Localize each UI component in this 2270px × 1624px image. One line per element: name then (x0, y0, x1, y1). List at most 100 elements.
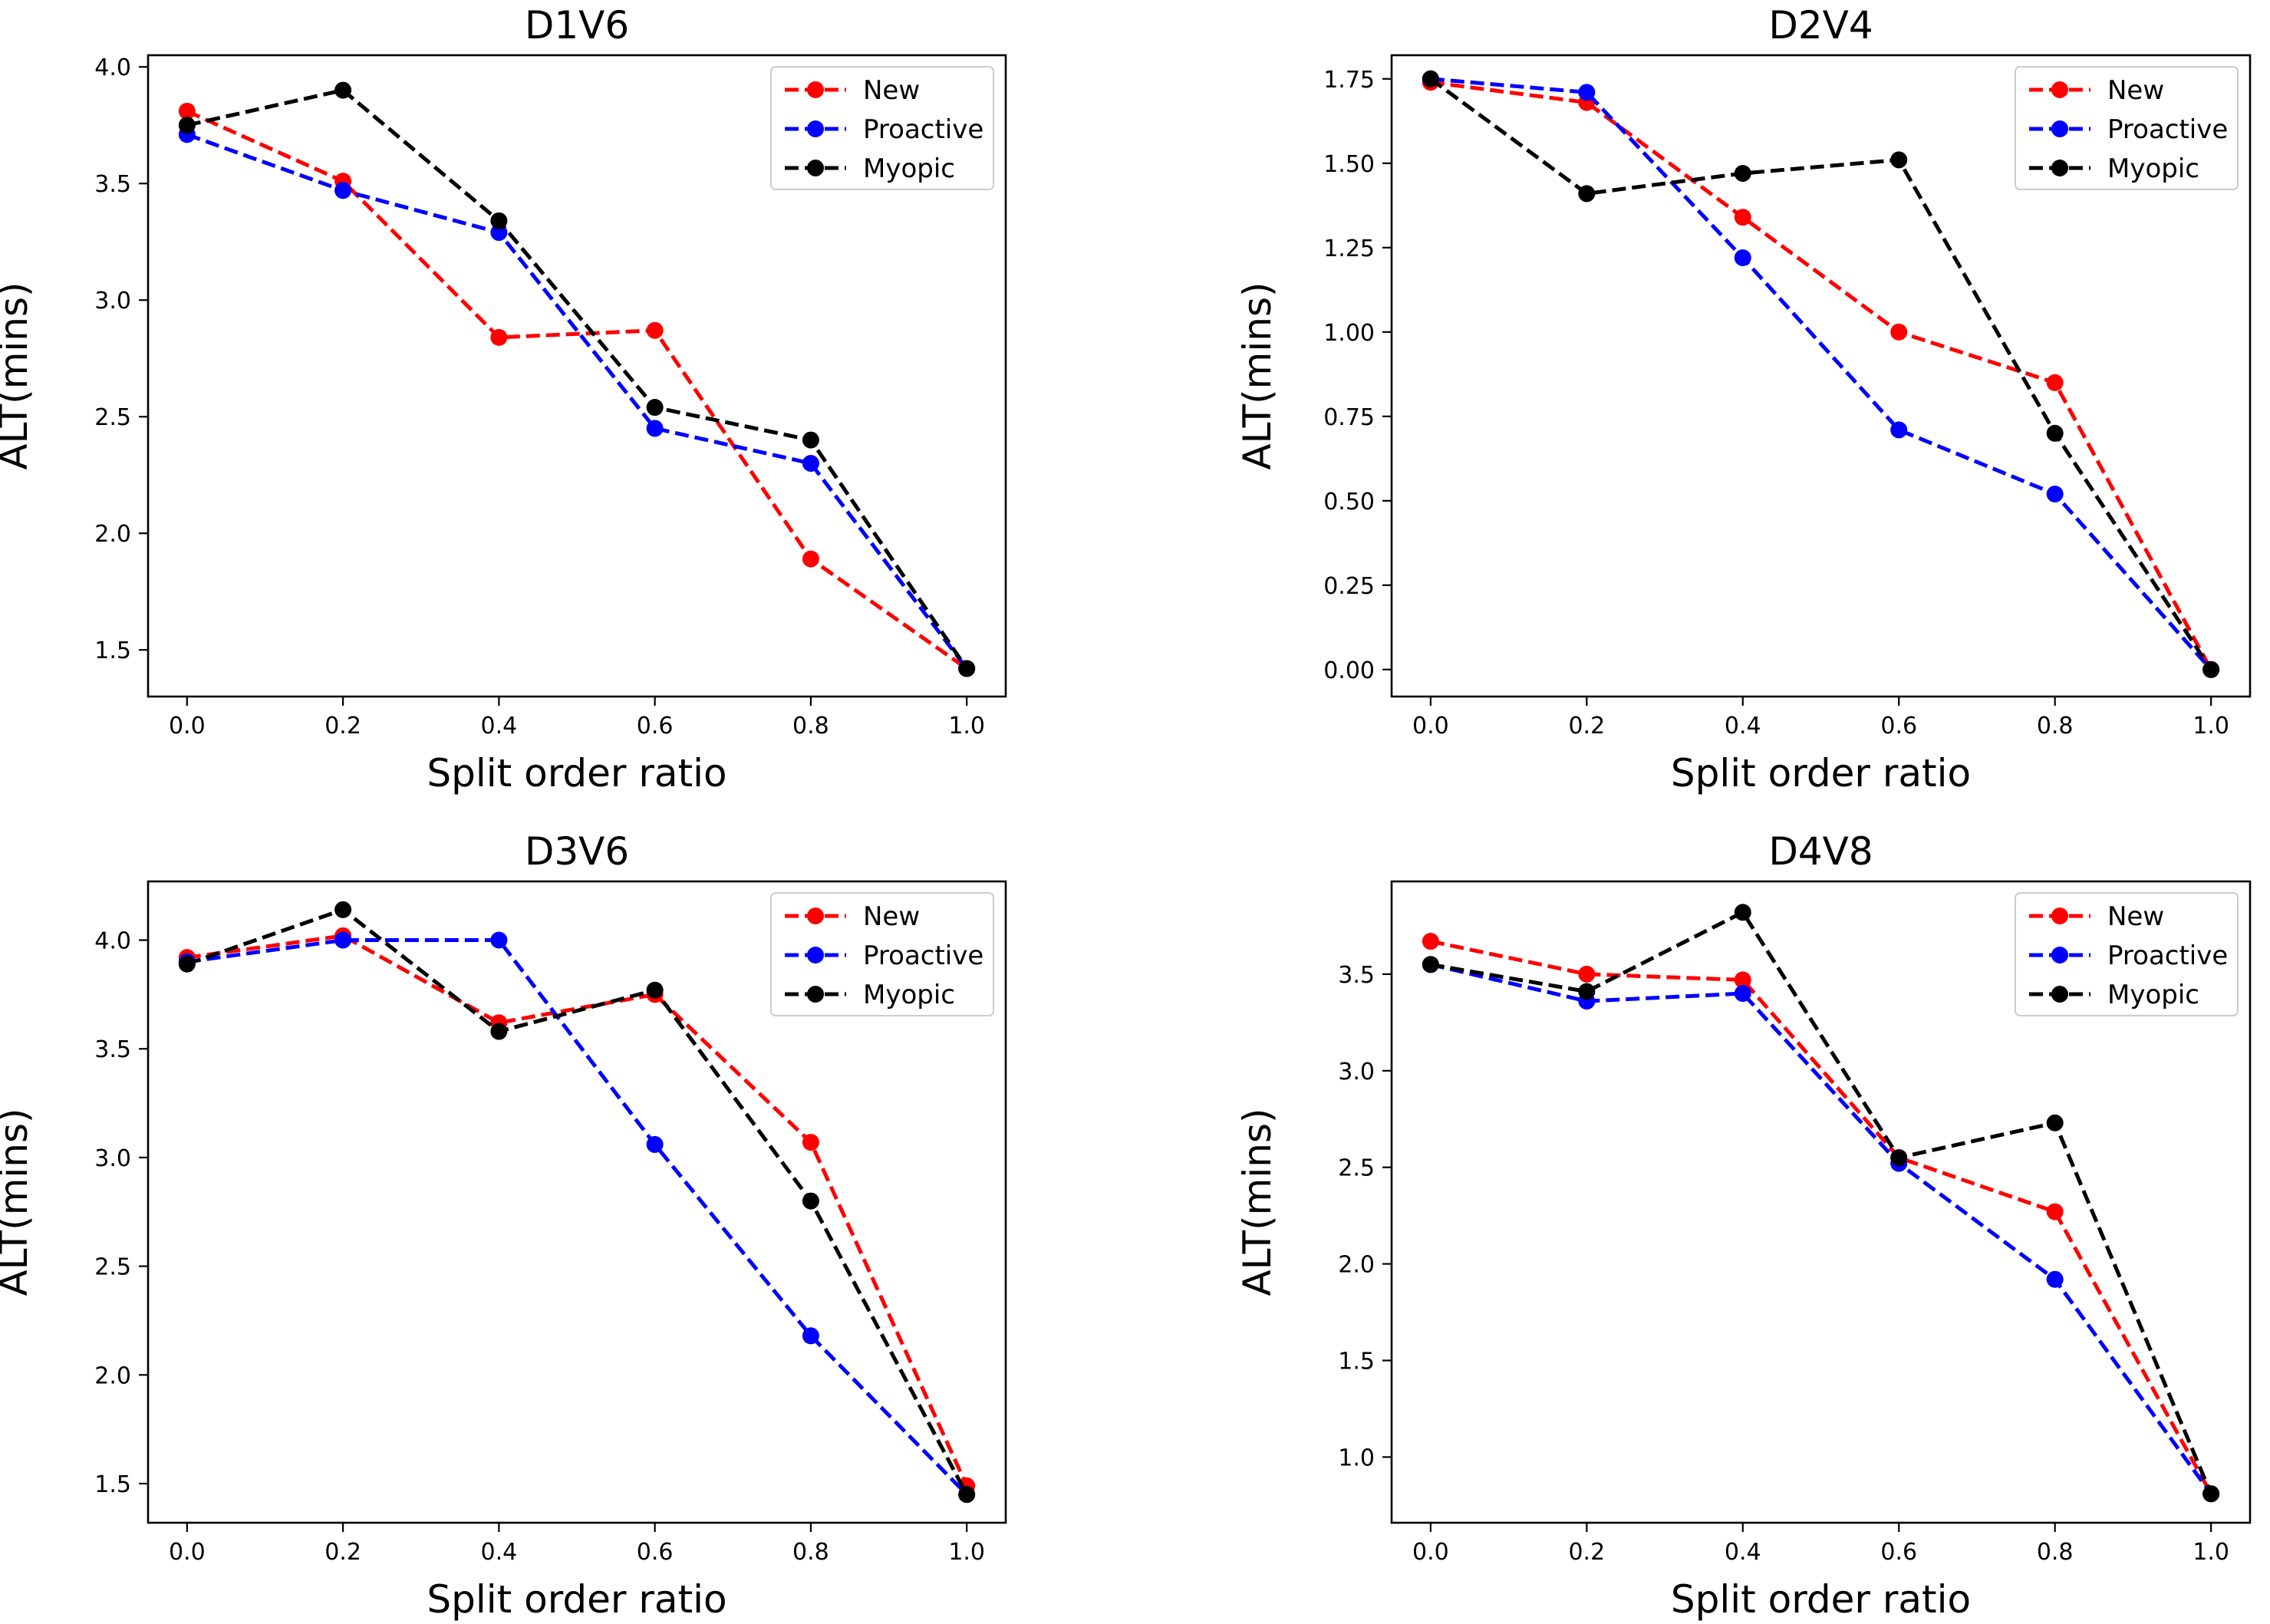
y-tick-label: 0.25 (1323, 573, 1375, 600)
legend-label-myopic: Myopic (2107, 153, 2199, 184)
data-point (1422, 70, 1439, 87)
legend-swatch-marker (807, 120, 824, 137)
legend-label-myopic: Myopic (863, 980, 955, 1010)
x-tick-label: 1.0 (948, 713, 985, 740)
legend: New Proactive Myopic (770, 66, 994, 190)
series-line-new (1430, 939, 2213, 1495)
legend-label-new: New (863, 901, 920, 932)
legend-label-myopic: Myopic (2107, 980, 2199, 1010)
x-tick-label: 0.6 (1880, 1539, 1917, 1566)
series-myopic (178, 81, 976, 677)
chart-d3v6: D3V6 0.0 0.2 0.4 0.6 0.8 1.0 1.5 2.0 2.5 3.0 3.5 4.0… (0, 829, 1007, 1622)
y-tick-label: 1.75 (1323, 67, 1375, 94)
data-point (2046, 424, 2064, 442)
data-point (1734, 904, 1751, 921)
data-point (802, 431, 819, 449)
x-tick-label: 0.2 (325, 713, 361, 740)
series-new (1422, 933, 2220, 1503)
x-tick-label: 0.8 (792, 1539, 829, 1566)
legend-swatch-marker (2051, 986, 2068, 1003)
y-axis-label: ALT(mins) (1235, 1108, 1280, 1296)
data-point (1734, 971, 1751, 989)
x-tick-label: 0.6 (1880, 713, 1917, 740)
y-tick-label: 1.5 (94, 1471, 131, 1498)
x-tick-label: 1.0 (2193, 1539, 2229, 1566)
x-tick-label: 0.6 (637, 1539, 674, 1566)
series-proactive (178, 126, 976, 677)
data-point (1734, 985, 1751, 1003)
y-tick-label: 2.5 (1338, 1155, 1375, 1182)
legend-label-proactive: Proactive (2107, 940, 2228, 971)
legend-label-myopic: Myopic (863, 153, 955, 184)
x-tick-label: 0.6 (637, 713, 674, 740)
y-tick-label: 3.5 (94, 1036, 131, 1063)
data-point (490, 1023, 508, 1040)
data-point (2202, 660, 2220, 678)
chart-d1v6: D1V6 0.0 0.2 0.4 0.6 0.8 1.0 1.5 2.0 2.5 3.0 3.5 4.0… (0, 3, 1007, 796)
legend-swatch-marker (807, 160, 824, 176)
data-point (1578, 185, 1596, 203)
data-point (646, 981, 664, 999)
x-axis-label: Split order ratio (427, 1577, 726, 1622)
chart-title: D1V6 (525, 3, 629, 48)
y-tick-label: 2.5 (94, 404, 131, 431)
x-tick-label: 0.2 (1568, 713, 1605, 740)
legend-swatch-marker (2051, 947, 2068, 964)
legend-box (2015, 892, 2239, 1016)
legend-label-new: New (2107, 901, 2164, 932)
legend: New Proactive Myopic (770, 892, 994, 1016)
series-line-myopic (1429, 77, 2213, 671)
y-tick-label: 3.0 (94, 1145, 131, 1172)
data-point (2046, 1203, 2064, 1220)
data-point (1890, 323, 1908, 341)
x-tick-label: 1.0 (948, 1539, 985, 1566)
data-point (178, 955, 196, 973)
legend-swatch-marker (2051, 120, 2068, 137)
data-point (1890, 1149, 1908, 1167)
y-tick-label: 1.5 (1338, 1348, 1375, 1375)
chart-title: D4V8 (1768, 829, 1873, 874)
x-tick-label: 0.2 (1568, 1539, 1605, 1566)
data-point (646, 321, 664, 339)
series-line-myopic (186, 87, 969, 670)
legend: New Proactive Myopic (2015, 66, 2239, 190)
series-myopic (178, 901, 976, 1504)
legend-box (2015, 66, 2239, 190)
y-tick-label: 0.00 (1323, 657, 1375, 684)
series-proactive (178, 931, 976, 1504)
legend-swatch-marker (807, 986, 824, 1003)
data-point (490, 212, 508, 229)
x-axis-label: Split order ratio (427, 751, 726, 796)
series-line-proactive (1430, 962, 2213, 1495)
data-point (2046, 1270, 2064, 1288)
plot-area (147, 880, 1007, 1524)
x-tick-label: 0.0 (169, 1539, 206, 1566)
series-line-new (186, 934, 969, 1487)
data-point (2046, 1114, 2064, 1132)
data-point (2202, 1485, 2220, 1503)
data-point (1734, 249, 1751, 266)
legend-box (770, 892, 994, 1016)
plot-area (1390, 880, 2252, 1524)
series-line-proactive (186, 133, 969, 670)
data-point (958, 1486, 976, 1504)
x-tick-label: 0.4 (481, 713, 518, 740)
series-line-myopic (1430, 910, 2213, 1495)
data-point (802, 1327, 819, 1345)
legend-swatch-marker (2051, 908, 2068, 924)
y-tick-label: 0.75 (1323, 404, 1375, 431)
series-line-proactive (1430, 77, 2213, 671)
y-axis-label: ALT(mins) (0, 1108, 36, 1296)
series-myopic (1422, 70, 2220, 678)
y-tick-label: 1.0 (1338, 1444, 1375, 1471)
data-point (334, 81, 352, 99)
x-tick-label: 0.0 (169, 713, 206, 740)
plot-area (1390, 54, 2252, 698)
data-point (490, 931, 508, 949)
x-tick-label: 0.8 (2037, 1539, 2074, 1566)
data-point (1422, 933, 1439, 950)
data-point (958, 660, 976, 677)
y-axis-label: ALT(mins) (1235, 282, 1280, 469)
legend-label-new: New (2107, 75, 2164, 106)
